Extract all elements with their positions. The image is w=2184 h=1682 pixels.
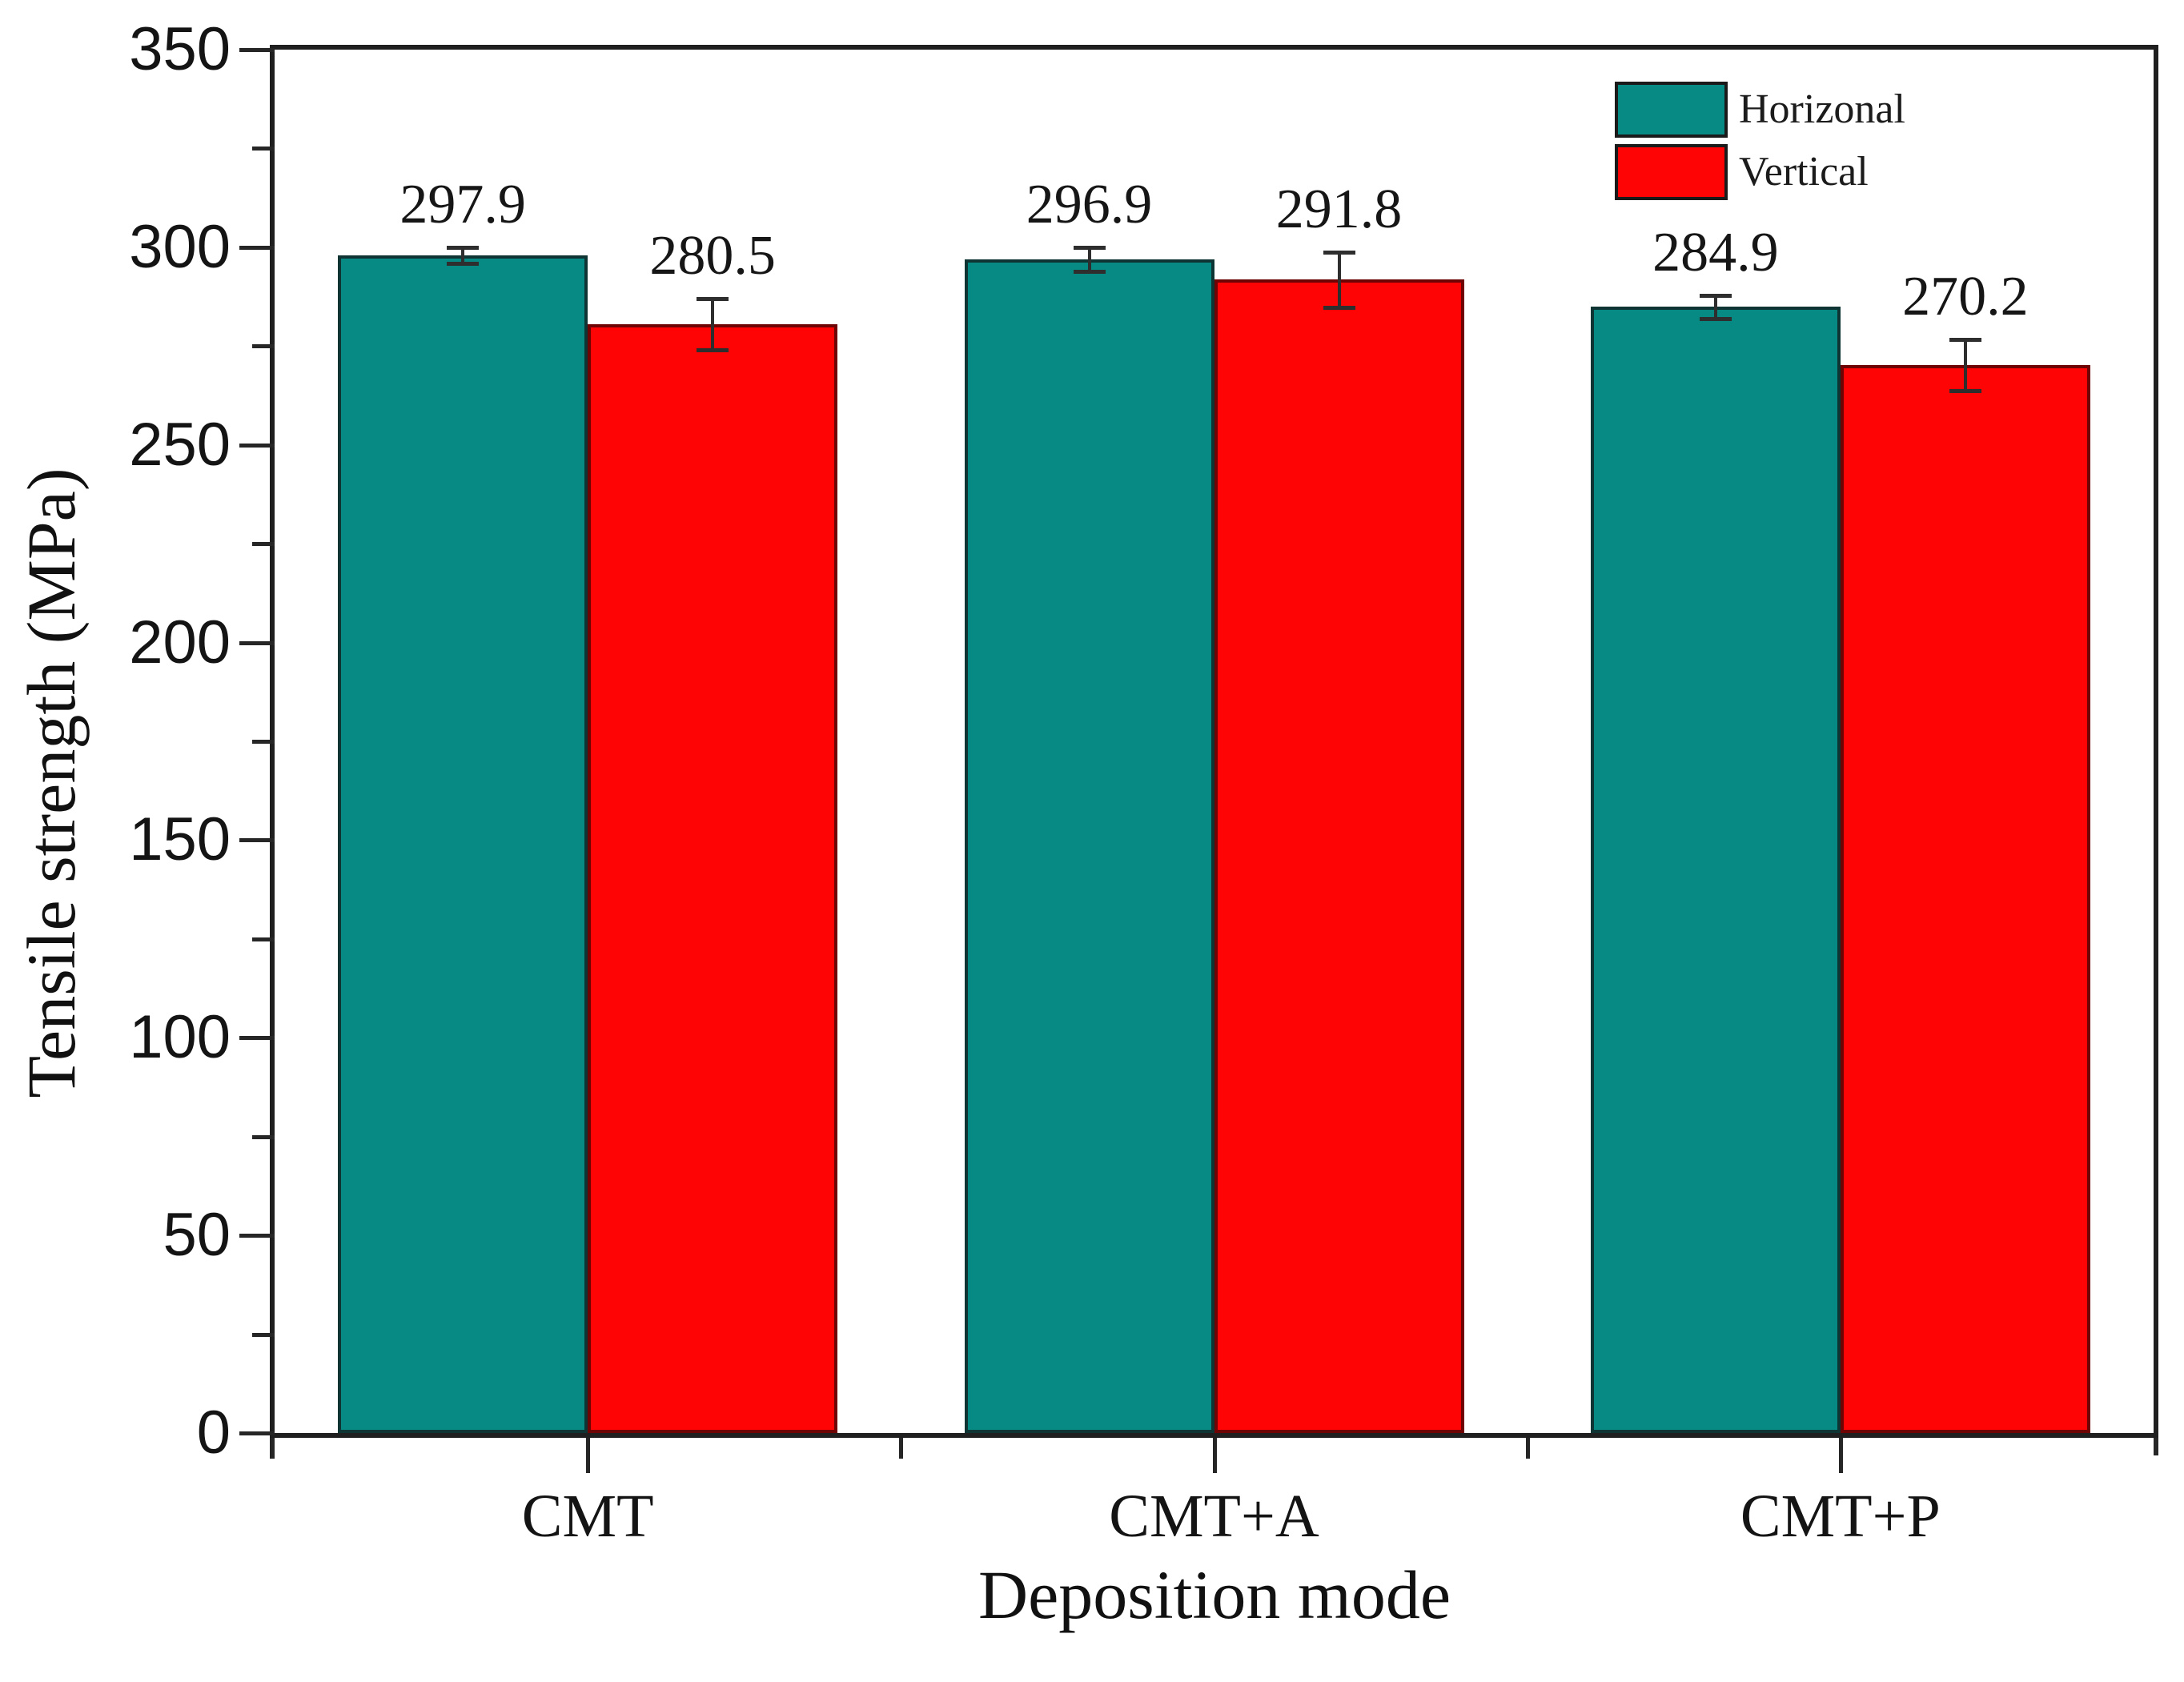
error-bar-vertical-cmt-a <box>1337 251 1341 307</box>
value-label-horizonal-cmt: 297.9 <box>399 174 526 236</box>
axis-corner-extension-right <box>2154 1438 2158 1455</box>
y-major-tick <box>239 1036 275 1041</box>
y-tick-label: 200 <box>129 608 231 676</box>
x-major-tick <box>1838 1438 1843 1473</box>
error-bar-vertical-cmt-top-cap <box>697 297 729 302</box>
y-minor-tick <box>252 147 275 151</box>
y-major-tick <box>239 48 275 52</box>
error-bar-horizonal-cmt <box>461 247 465 264</box>
y-minor-tick <box>252 740 275 744</box>
y-minor-tick <box>252 542 275 547</box>
y-tick-label: 150 <box>129 805 231 874</box>
bar-horizonal-cmt-p <box>1590 307 1841 1433</box>
y-minor-tick <box>252 1134 275 1139</box>
y-tick-label: 250 <box>129 410 231 479</box>
y-minor-tick <box>252 344 275 349</box>
y-tick-label: 50 <box>163 1201 231 1270</box>
legend-swatch-vertical <box>1615 144 1728 200</box>
error-bar-vertical-cmt-p <box>1963 339 1967 391</box>
error-bar-horizonal-cmt-a-top-cap <box>1073 246 1106 251</box>
error-bar-vertical-cmt-a-bottom-cap <box>1323 305 1355 310</box>
x-major-tick <box>586 1438 591 1473</box>
y-major-tick <box>239 1431 275 1435</box>
bar-vertical-cmt <box>588 324 838 1433</box>
y-major-tick <box>239 1234 275 1238</box>
value-label-horizonal-cmt-a: 296.9 <box>1026 174 1153 236</box>
value-label-vertical-cmt: 280.5 <box>649 225 776 287</box>
y-minor-tick <box>252 937 275 941</box>
y-major-tick <box>239 838 275 843</box>
error-bar-vertical-cmt-p-top-cap <box>1949 337 1981 342</box>
error-bar-vertical-cmt-bottom-cap <box>697 348 729 353</box>
error-bar-vertical-cmt-p-bottom-cap <box>1949 389 1981 394</box>
bar-horizonal-cmt-a <box>964 259 1214 1433</box>
y-tick-label: 100 <box>129 1003 231 1072</box>
error-bar-horizonal-cmt-a <box>1087 247 1091 271</box>
error-bar-horizonal-cmt-bottom-cap <box>447 262 480 267</box>
error-bar-horizonal-cmt-p-top-cap <box>1699 293 1732 298</box>
x-boundary-tick <box>1525 1438 1530 1459</box>
x-axis-title: Deposition mode <box>978 1556 1451 1633</box>
error-bar-horizonal-cmt-p-bottom-cap <box>1699 317 1732 322</box>
y-tick-label: 300 <box>129 212 231 281</box>
x-boundary-tick <box>899 1438 904 1459</box>
x-major-tick <box>1212 1438 1217 1473</box>
y-major-tick <box>239 443 275 448</box>
value-label-vertical-cmt-a: 291.8 <box>1275 178 1403 240</box>
y-tick-label: 350 <box>129 15 231 83</box>
error-bar-vertical-cmt <box>711 299 715 351</box>
legend-swatch-horizonal <box>1615 82 1728 138</box>
x-tick-label: CMT <box>521 1483 654 1550</box>
error-bar-horizonal-cmt-top-cap <box>447 246 480 251</box>
bar-vertical-cmt-p <box>1840 364 2090 1433</box>
error-bar-horizonal-cmt-a-bottom-cap <box>1073 269 1106 274</box>
y-major-tick <box>239 245 275 250</box>
error-bar-horizonal-cmt-p <box>1713 295 1717 319</box>
error-bar-vertical-cmt-a-top-cap <box>1323 250 1355 255</box>
value-label-vertical-cmt-p: 270.2 <box>1902 265 2029 327</box>
bar-vertical-cmt-a <box>1214 279 1464 1433</box>
y-major-tick <box>239 640 275 645</box>
axis-corner-extension-left <box>270 1438 275 1459</box>
y-tick-label: 0 <box>196 1399 231 1467</box>
legend-label-horizonal: Horizonal <box>1739 86 1905 132</box>
x-tick-label: CMT+P <box>1740 1483 1941 1550</box>
x-tick-label: CMT+A <box>1109 1483 1319 1550</box>
y-minor-tick <box>252 1332 275 1337</box>
bar-horizonal-cmt <box>338 255 588 1433</box>
value-label-horizonal-cmt-p: 284.9 <box>1652 221 1779 283</box>
legend-label-vertical: Vertical <box>1739 149 1869 195</box>
